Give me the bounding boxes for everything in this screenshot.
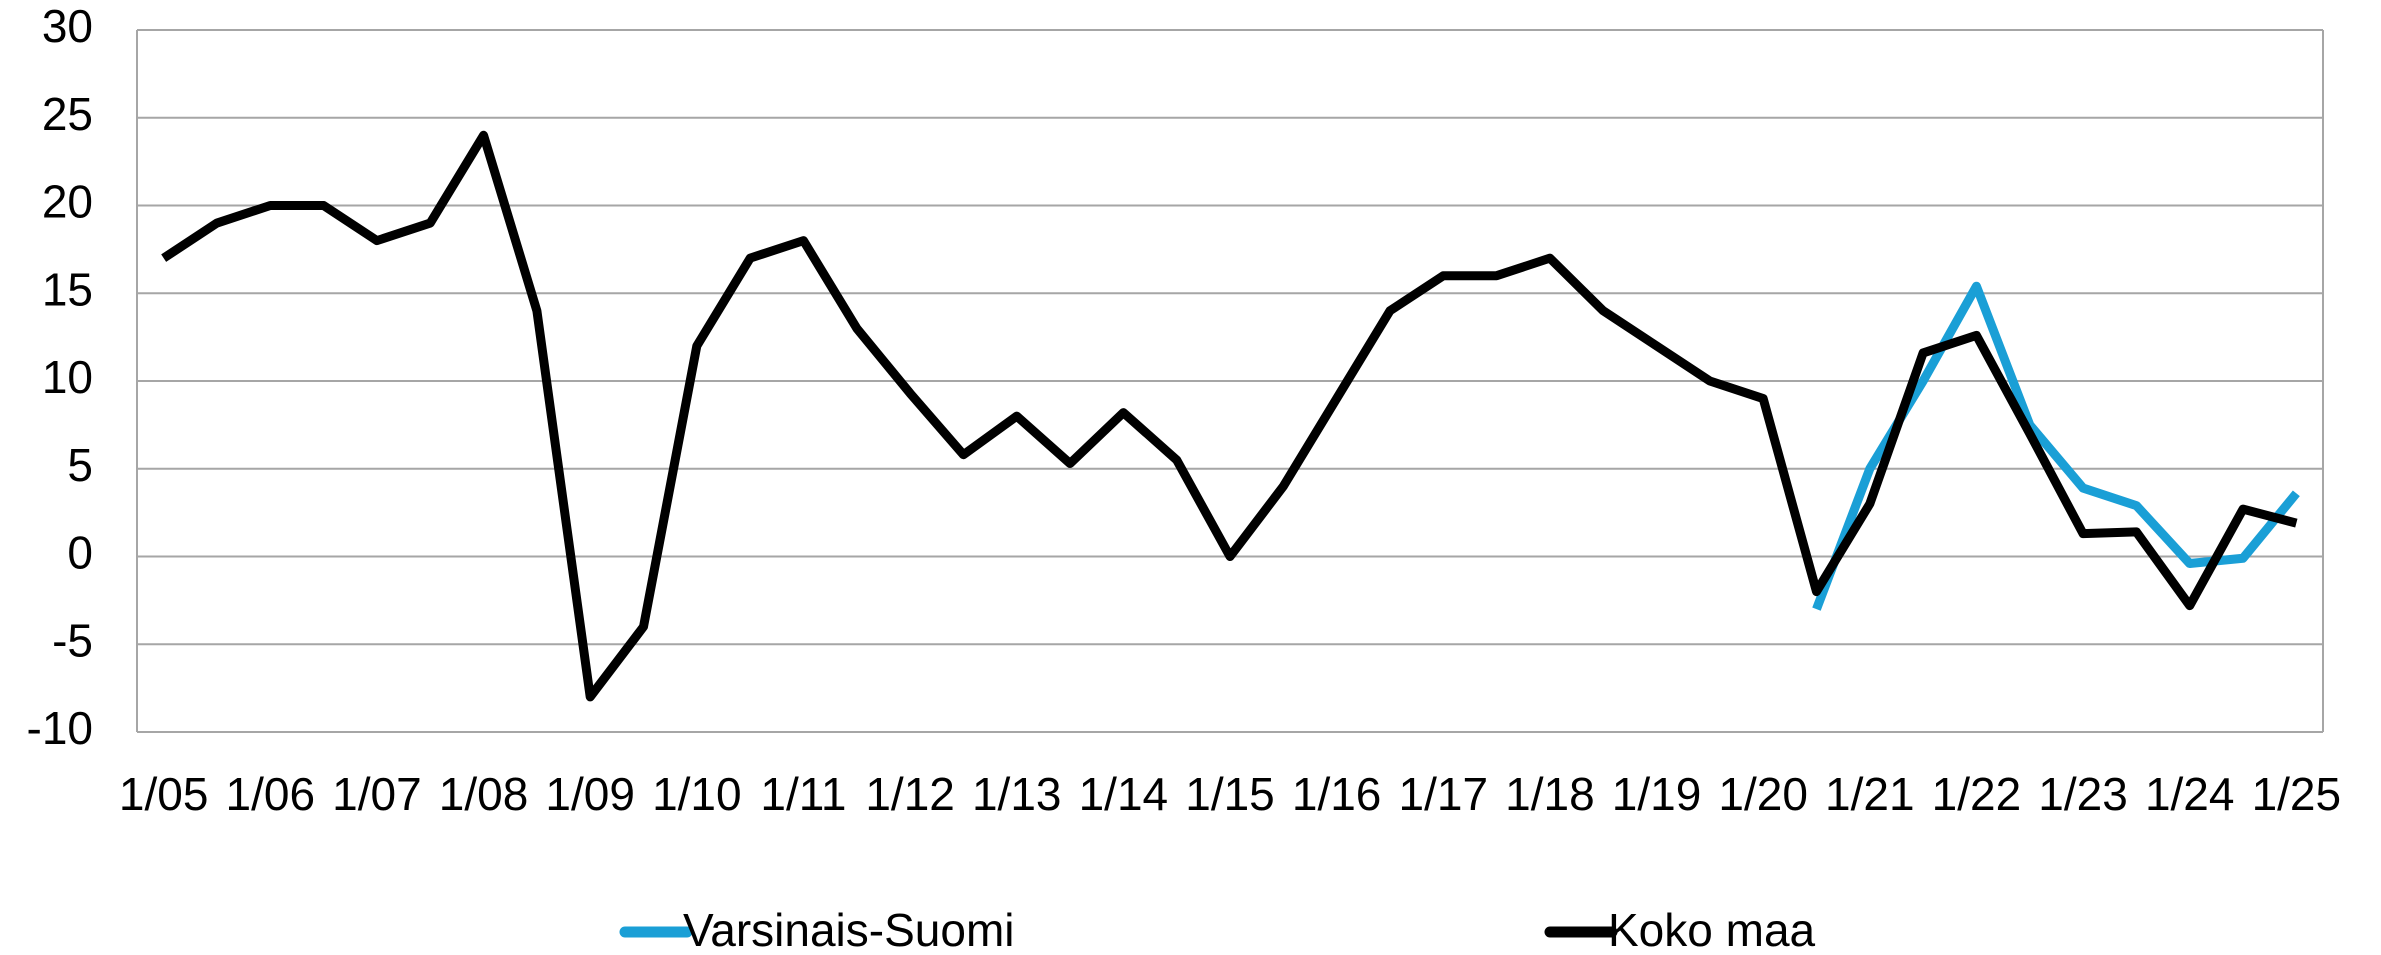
x-tick-label: 1/25 — [2252, 768, 2342, 820]
y-tick-label: 30 — [42, 0, 93, 52]
y-tick-label: 10 — [42, 351, 93, 403]
x-tick-label: 1/22 — [1932, 768, 2022, 820]
y-tick-label: 5 — [67, 439, 93, 491]
y-tick-label: -10 — [27, 702, 93, 754]
x-tick-label: 1/09 — [545, 768, 635, 820]
y-tick-label: -5 — [52, 614, 93, 666]
y-tick-label: 15 — [42, 263, 93, 315]
legend-label: Varsinais-Suomi — [683, 904, 1014, 955]
series-line — [161, 130, 2298, 702]
x-tick-label: 1/08 — [439, 768, 529, 820]
y-tick-label: 0 — [67, 527, 93, 579]
x-tick-label: 1/10 — [652, 768, 742, 820]
x-tick-label: 1/17 — [1399, 768, 1489, 820]
x-tick-label: 1/07 — [332, 768, 422, 820]
x-tick-label: 1/11 — [760, 768, 846, 820]
x-tick-label: 1/20 — [1718, 768, 1808, 820]
x-tick-label: 1/14 — [1079, 768, 1169, 820]
y-tick-label: 25 — [42, 88, 93, 140]
x-tick-label: 1/06 — [226, 768, 316, 820]
x-tick-label: 1/21 — [1825, 768, 1915, 820]
x-tick-label: 1/16 — [1292, 768, 1382, 820]
x-tick-label: 1/23 — [2038, 768, 2128, 820]
x-tick-label: 1/19 — [1612, 768, 1702, 820]
y-tick-label: 20 — [42, 176, 93, 228]
x-tick-label: 1/15 — [1185, 768, 1275, 820]
legend-label: Koko maa — [1608, 904, 1816, 955]
x-tick-label: 1/24 — [2145, 768, 2235, 820]
x-tick-label: 1/05 — [119, 768, 209, 820]
x-tick-label: 1/18 — [1505, 768, 1595, 820]
x-tick-label: 1/12 — [865, 768, 955, 820]
x-tick-label: 1/13 — [972, 768, 1062, 820]
